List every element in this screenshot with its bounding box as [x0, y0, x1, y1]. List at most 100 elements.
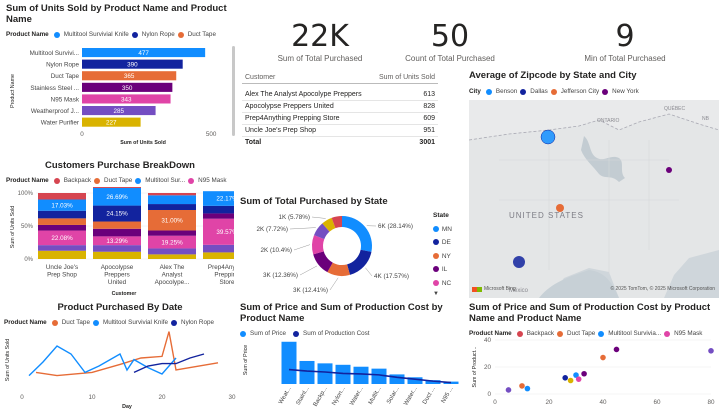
stack-segment: [93, 221, 141, 229]
segment-label: 17.03%: [51, 202, 73, 209]
x-category-label: Nylon...: [331, 386, 347, 407]
legend-item-il: IL: [433, 263, 452, 277]
bar: [335, 364, 351, 384]
table-header-customer[interactable]: Customer: [242, 72, 373, 84]
segment-label: 13.89%: [106, 187, 128, 188]
donut-slice-label: 2K (10.4%): [261, 247, 293, 254]
map-legend: City Benson Dallas Jefferson City New Yo…: [469, 88, 719, 95]
units-by-product-plot: Multitool Survivi... 477 Nylon Rope 390 Duct…: [10, 48, 217, 146]
x-category-label: Multit...: [368, 386, 383, 406]
bar: [82, 82, 173, 92]
zipcode-map-visual[interactable]: Average of Zipcode by State and City Cit…: [469, 70, 719, 298]
bar-category-label: N95 Mask: [51, 96, 80, 103]
legend-item-mn: MN: [433, 223, 452, 237]
table-row[interactable]: Apocolypse Preppers United 828: [242, 100, 438, 113]
legend-dot-backpack: [53, 177, 60, 184]
scatter-point: [524, 385, 531, 392]
price-cost-combo-visual[interactable]: Sum of Price and Sum of Production Cost …: [240, 302, 465, 410]
donut-slice: [312, 235, 325, 255]
donut-title: Sum of Total Purchased by State: [240, 196, 388, 207]
legend-dot-n95: [188, 177, 195, 184]
combo-legend: Sum of Price Sum of Production Cost: [240, 330, 465, 337]
legend-text: IL: [441, 266, 448, 273]
line-legend: Product Name Duct Tape Multitool Survivi…: [4, 319, 238, 326]
legend-item-nylon: Nylon Rope: [181, 319, 214, 326]
legend-dot-backpack: [516, 330, 523, 337]
legend-item-benson: Benson: [495, 88, 518, 95]
purchased-by-date-visual[interactable]: Product Purchased By Date Product Name D…: [2, 302, 238, 410]
legend-dot-multitool: [53, 31, 60, 38]
table-row[interactable]: Alex The Analyst Apocolype Preppers 613: [242, 88, 438, 101]
units-by-product-visual[interactable]: Sum of Units Sold by Product Name and Pr…: [6, 3, 234, 155]
legend-item-multitool: Multitool Survivial Knife: [102, 319, 169, 326]
breakdown-plot: 100% 50% 0% Sum of Units Sold 22.08% 17.03% Un…: [10, 187, 234, 297]
table-header-units[interactable]: Sum of Units Sold: [372, 72, 438, 84]
table-row[interactable]: Prep4Anything Prepping Store 609: [242, 112, 438, 125]
stack-segment: [93, 187, 141, 188]
table-cell-customer: Uncle Joe's Prep Shop: [242, 124, 373, 137]
x-axis-title: Customer: [112, 291, 137, 297]
y-tick-label: 40: [484, 337, 492, 344]
legend-dot-multitool: [598, 330, 605, 337]
legend-text: DE: [441, 239, 451, 246]
line-title: Product Purchased By Date: [57, 302, 183, 313]
map-canvas[interactable]: UNITED STATES ONTARIO QUÉBEC NB México M…: [469, 100, 719, 298]
price-cost-scatter-visual[interactable]: Sum of Price and Sum of Production Cost …: [469, 302, 719, 410]
stack-segment: [38, 245, 86, 251]
breakdown-legend: Product Name Backpack Duct Tape Multitoo…: [6, 177, 234, 184]
scatter-point: [567, 377, 574, 384]
y-tick-label: 50%: [21, 224, 34, 230]
map-bubble-new-york[interactable]: [666, 167, 672, 173]
x-tick-label: 30: [228, 394, 236, 401]
table-cell-units: 828: [372, 100, 438, 113]
table-cell-customer: Prep4Anything Prepping Store: [242, 112, 373, 125]
y-tick-label: 100%: [18, 191, 34, 197]
customers-breakdown-visual[interactable]: Customers Purchase BreakDown Product Nam…: [6, 160, 234, 300]
segment-label: 26.69%: [106, 194, 128, 201]
stack-segment: [203, 191, 234, 206]
legend-item-duct: Duct Tape: [187, 31, 216, 38]
scatter-point: [519, 383, 525, 389]
legend-item-dallas: Dallas: [530, 88, 548, 95]
y-axis-title: Product Name: [10, 74, 16, 108]
scatter-point: [573, 372, 579, 378]
map-bubble-jefferson-city[interactable]: [556, 204, 564, 212]
scatter-point: [562, 375, 568, 381]
map-label-ontario: ONTARIO: [597, 118, 620, 124]
map-label-mexico: México: [509, 288, 529, 294]
y-tick-label: 0: [487, 391, 491, 398]
x-tick-label: 0: [80, 131, 84, 138]
map-label-country: UNITED STATES: [509, 211, 584, 220]
legend-dot-jefferson: [550, 88, 557, 95]
segment-label: 24.15%: [106, 211, 128, 218]
bar: [407, 377, 423, 384]
donut-leader-line: [365, 267, 373, 277]
segment-label: 19.25%: [161, 239, 183, 246]
map-bubble-benson[interactable]: [540, 129, 556, 145]
stack-segment: [203, 205, 234, 214]
legend-more-icon[interactable]: ▼: [433, 291, 439, 297]
bar: [371, 368, 387, 384]
table-row[interactable]: Uncle Joe's Prep Shop 951: [242, 124, 438, 137]
map-bubble-dallas[interactable]: [513, 256, 525, 268]
map-label-quebec: QUÉBEC: [664, 105, 686, 112]
legend-dot: [433, 225, 439, 232]
kpi-value: 9: [615, 19, 635, 54]
x-axis-title: Sum of Units Sold: [120, 140, 166, 146]
customer-units-table[interactable]: Customer Sum of Units Sold Alex The Anal…: [242, 72, 438, 148]
kpi-sum-total-purchased: 22K Sum of Total Purchased: [250, 20, 390, 64]
x-category-label: Water...: [349, 386, 365, 407]
segment-label: 22.08%: [51, 235, 73, 242]
stack-segment: [93, 236, 141, 246]
state-donut-visual[interactable]: Sum of Total Purchased by State 6K (28.1…: [240, 196, 465, 298]
legend-item-n95: N95 Mask: [198, 177, 227, 184]
x-tick-label: 80: [707, 399, 715, 406]
series-line: [133, 353, 205, 374]
bar-scrollbar[interactable]: [232, 46, 235, 136]
bing-logo-icon: [472, 286, 477, 292]
kpi-label: Min of Total Purchased: [584, 54, 666, 63]
bar: [317, 363, 333, 384]
legend-item-price: Sum of Price: [250, 330, 287, 337]
x-category-label: Water...: [403, 386, 419, 407]
bar: [425, 380, 441, 384]
